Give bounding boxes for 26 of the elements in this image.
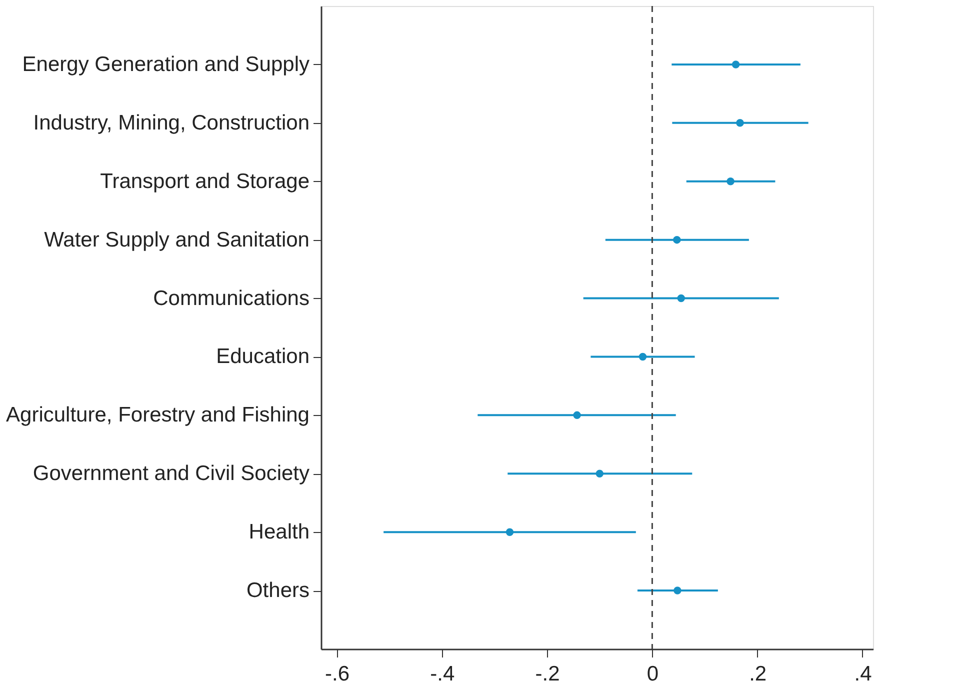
x-tick-label: .2 xyxy=(749,662,767,686)
x-tick-label: -.2 xyxy=(535,662,560,686)
x-tick-label: 0 xyxy=(646,662,659,686)
x-tick-label: .4 xyxy=(854,662,872,686)
y-tick-label: Energy Generation and Supply xyxy=(22,52,310,76)
point xyxy=(506,528,514,536)
point xyxy=(638,352,647,361)
y-tick-label: Industry, Mining, Construction xyxy=(33,111,310,134)
point xyxy=(732,60,740,68)
x-tick-label: -.6 xyxy=(325,662,350,686)
y-tick-label: Communications xyxy=(153,286,310,310)
y-tick-label: Health xyxy=(248,520,310,544)
point xyxy=(736,119,744,127)
point xyxy=(596,470,604,478)
y-tick-label: Government and Civil Society xyxy=(32,462,310,486)
point xyxy=(726,178,734,186)
y-tick-label: Others xyxy=(246,579,310,602)
point xyxy=(674,586,682,594)
y-tick-label: Agriculture, Forestry and Fishing xyxy=(6,404,310,427)
point xyxy=(573,411,581,420)
y-tick-label: Transport and Storage xyxy=(100,170,310,193)
y-tick-label: Water Supply and Sanitation xyxy=(44,228,310,252)
point xyxy=(677,294,685,302)
point xyxy=(673,236,681,244)
x-tick-label: -.4 xyxy=(430,662,455,686)
y-tick-label: Education xyxy=(216,345,310,368)
